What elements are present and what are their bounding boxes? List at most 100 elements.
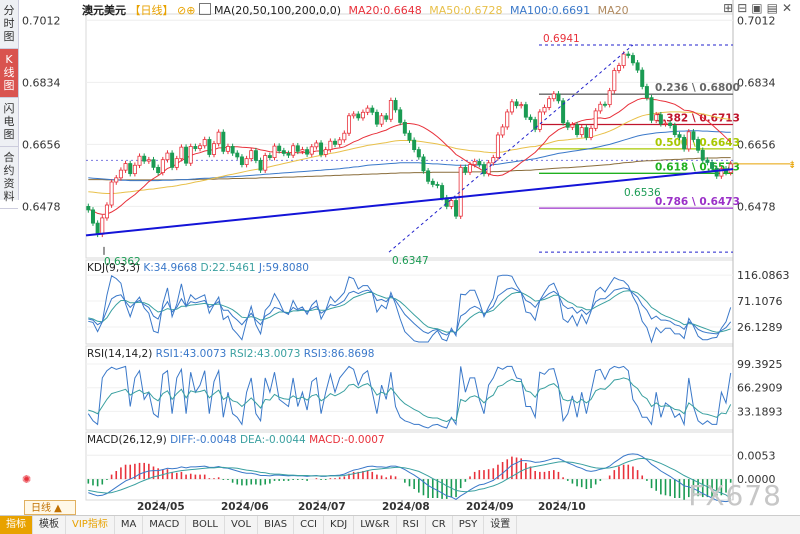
xtick-2: 2024/07: [298, 501, 346, 513]
rsi1-line: [88, 377, 732, 423]
candle-body: [440, 185, 445, 199]
candle-body: [198, 145, 203, 149]
indicator-tab-6[interactable]: VOL: [225, 516, 259, 534]
period-selector[interactable]: 日线 ▲: [24, 500, 76, 515]
side-tab-0[interactable]: 分时图: [0, 0, 18, 49]
candle-body: [305, 149, 310, 155]
kdj-ytick-2: 26.1289: [737, 321, 783, 334]
candle-body: [104, 204, 109, 219]
indicator-tab-12[interactable]: CR: [426, 516, 453, 534]
main-ytick-left-1: 0.6834: [22, 76, 61, 89]
indicator-toggle-icon[interactable]: [198, 3, 211, 15]
indicator-tab-7[interactable]: BIAS: [258, 516, 295, 534]
toolbar-icon-1[interactable]: ⊟: [737, 1, 748, 15]
candle-body: [663, 122, 668, 125]
toolbar-icon-3[interactable]: ▤: [766, 1, 778, 15]
ma20-line: [88, 97, 732, 215]
candle-body: [621, 53, 626, 66]
ma20b-value: MA20: [597, 4, 629, 17]
period-label[interactable]: 【日线】: [129, 4, 174, 17]
candle-body: [649, 97, 654, 121]
candle-body: [602, 103, 607, 106]
candle-body: [700, 149, 705, 161]
candle-body: [654, 114, 659, 121]
indicator-tab-3[interactable]: MA: [115, 516, 144, 534]
side-tab-2[interactable]: 闪电图: [0, 98, 18, 147]
candle-body: [333, 140, 338, 145]
macd-settings-icon: ✺: [22, 473, 31, 486]
candle-body: [644, 86, 649, 99]
indicator-tab-8[interactable]: CCI: [294, 516, 325, 534]
main-ytick-1: 0.6834: [737, 76, 776, 89]
candle-body: [575, 124, 580, 136]
candle-body: [202, 139, 207, 147]
ma100-line: [88, 130, 731, 182]
indicator-tab-2[interactable]: VIP指标: [66, 516, 115, 534]
macd-diff: DIFF:-0.0048: [170, 434, 237, 446]
candle-body: [509, 101, 514, 113]
swing-diagonal: [388, 44, 634, 253]
candle-body: [132, 164, 137, 175]
candle-body: [300, 149, 305, 152]
candle-body: [705, 159, 710, 163]
toolbar-icon-0[interactable]: ⊞: [723, 1, 734, 15]
indicator-tab-10[interactable]: LW&R: [354, 516, 397, 534]
main-ytick-left-0: 0.7012: [22, 14, 61, 27]
indicator-tab-11[interactable]: RSI: [397, 516, 426, 534]
candle-body: [267, 155, 272, 159]
candle-body: [170, 152, 175, 168]
candle-body: [416, 149, 421, 158]
candle-body: [472, 161, 477, 165]
kdj-ytick-0: 116.0863: [737, 269, 790, 282]
indicator-tab-14[interactable]: 设置: [484, 516, 518, 534]
candle-body: [309, 146, 314, 155]
candle-body: [263, 155, 268, 171]
candle-body: [584, 127, 589, 138]
settings-icons[interactable]: ⊘⊕: [177, 4, 196, 17]
candle-body: [710, 162, 715, 169]
candle-body: [291, 145, 296, 156]
xtick-1: 2024/06: [221, 501, 269, 513]
indicator-tab-bar: 指标 模板 VIP指标 MA MACD BOLL VOL BIAS CCI KDJ LW&R RSI C…: [0, 515, 800, 534]
candle-body: [570, 124, 575, 128]
candle-body: [272, 145, 277, 159]
window-controls[interactable]: ⊞ ⊟ ▣ ▤ ✕: [719, 1, 792, 15]
candle-body: [314, 142, 319, 148]
indicator-tab-13[interactable]: PSY: [453, 516, 485, 534]
high-annotation: 0.6941: [543, 33, 580, 45]
candle-body: [379, 115, 384, 125]
candle-body: [295, 145, 300, 152]
ma50-value: MA50:0.6728: [429, 4, 503, 17]
xtick-4: 2024/09: [466, 501, 514, 513]
indicator-tab-5[interactable]: BOLL: [186, 516, 225, 534]
macd-title: MACD(26,12,9): [87, 434, 167, 446]
indicator-tab-1[interactable]: 模板: [33, 516, 66, 534]
candle-body: [630, 55, 635, 64]
candle-body: [607, 90, 612, 106]
toolbar-icon-2[interactable]: ▣: [751, 1, 763, 15]
candle-body: [579, 127, 584, 136]
candle-body: [137, 155, 142, 166]
candle-body: [682, 136, 687, 150]
candle-body: [160, 159, 165, 173]
candle-body: [360, 111, 365, 119]
toolbar-icon-4[interactable]: ✕: [781, 1, 792, 15]
side-tab-3[interactable]: 合约资料: [0, 147, 18, 209]
indicator-tab-9[interactable]: KDJ: [324, 516, 355, 534]
candle-body: [412, 139, 417, 150]
ma100-value: MA100:0.6691: [509, 4, 591, 17]
ma20-value: MA20:0.6648: [348, 4, 422, 17]
fib-label-4: 0.786 \ 0.6473: [655, 196, 740, 208]
candle-body: [323, 149, 328, 155]
candle-body: [495, 134, 500, 159]
indicator-tab-0[interactable]: 指标: [0, 516, 33, 534]
candle-body: [398, 109, 403, 123]
candle-body: [463, 166, 468, 173]
candle-body: [328, 140, 333, 150]
indicator-tab-4[interactable]: MACD: [143, 516, 187, 534]
candle-body: [612, 70, 617, 92]
rsi1: RSI1:43.0073: [155, 348, 227, 360]
